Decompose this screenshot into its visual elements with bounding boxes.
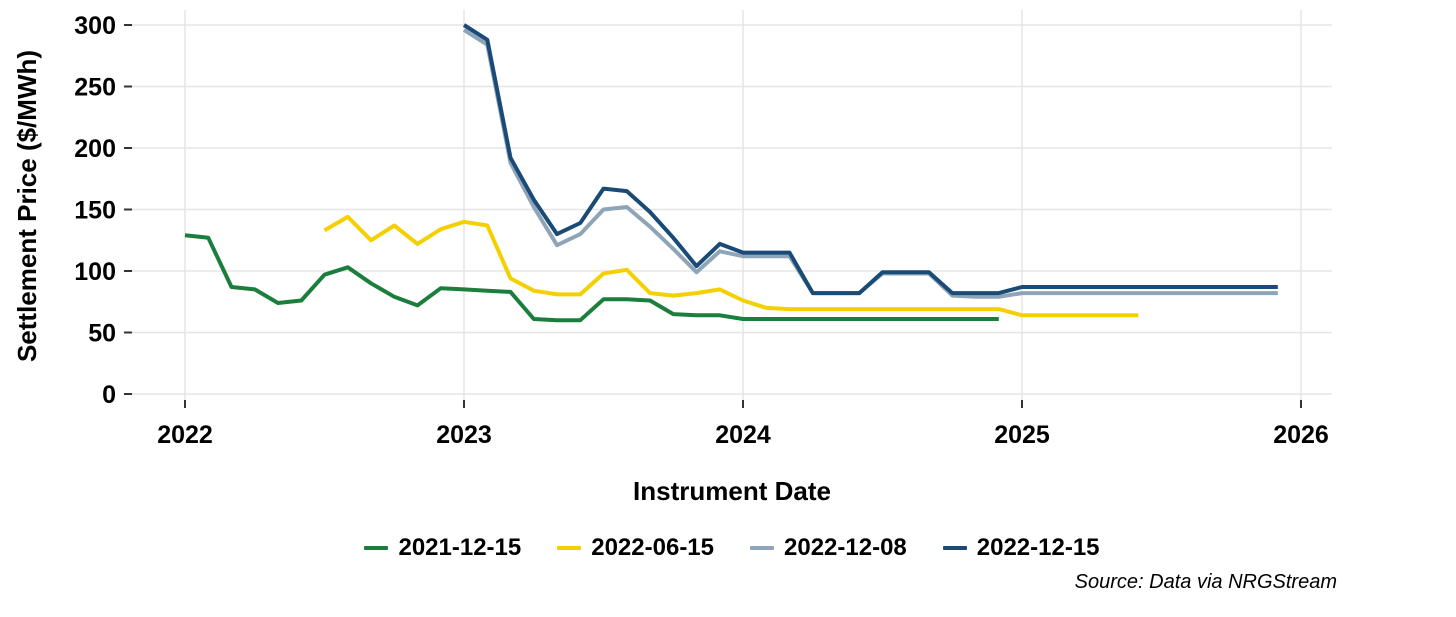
- legend-label-2021-12-15: 2021-12-15: [398, 534, 522, 561]
- x-tick-label-2025: 2025: [994, 421, 1050, 449]
- x-axis-title: Instrument Date: [633, 476, 831, 506]
- series-line-2022-06-15: [323, 214, 1139, 318]
- legend-item-2022-12-08: 2022-12-08: [750, 534, 907, 562]
- legend-swatch-2021-12-15: [364, 546, 389, 550]
- legend-label-2022-12-15: 2022-12-15: [976, 534, 1100, 561]
- y-tick-label-50: 50: [88, 320, 116, 348]
- axis-layer: 0 50 100 150 200 250 300 2022 2023 2024 2025 2026: [74, 12, 1329, 449]
- y-tick-label-300: 300: [74, 12, 116, 40]
- y-axis-title: Settlement Price ($/MWh): [12, 50, 42, 362]
- series-line-2021-12-15: [184, 233, 999, 323]
- y-tick-label-100: 100: [74, 258, 116, 286]
- legend-label-2022-12-08: 2022-12-08: [784, 534, 907, 561]
- x-tick-label-2022: 2022: [157, 421, 213, 449]
- legend-swatch-2022-12-08: [750, 546, 774, 550]
- y-tick-label-200: 200: [74, 135, 116, 163]
- series-line-2022-12-15: [462, 23, 1278, 296]
- chart-legend: 2021-12-15 2022-06-15 2022-12-08 2022-12-15: [132, 534, 1332, 562]
- legend-swatch-2022-06-15: [557, 546, 582, 550]
- y-tick-label-250: 250: [74, 74, 116, 102]
- legend-swatch-2022-12-15: [942, 546, 967, 550]
- plot-panel: [132, 10, 1332, 400]
- x-tick-label-2026: 2026: [1273, 421, 1329, 449]
- series-layer: [184, 23, 1278, 323]
- y-tick-label-0: 0: [102, 381, 116, 409]
- source-note: Source: Data via NRGStream: [1074, 571, 1337, 593]
- legend-item-2022-06-15: 2022-06-15: [557, 534, 714, 562]
- legend-item-2022-12-15: 2022-12-15: [942, 534, 1100, 562]
- x-tick-label-2024: 2024: [715, 421, 771, 449]
- y-tick-label-150: 150: [74, 197, 116, 225]
- legend-item-2021-12-15: 2021-12-15: [364, 534, 521, 562]
- legend-label-2022-06-15: 2022-06-15: [591, 534, 714, 561]
- x-tick-label-2023: 2023: [436, 421, 492, 449]
